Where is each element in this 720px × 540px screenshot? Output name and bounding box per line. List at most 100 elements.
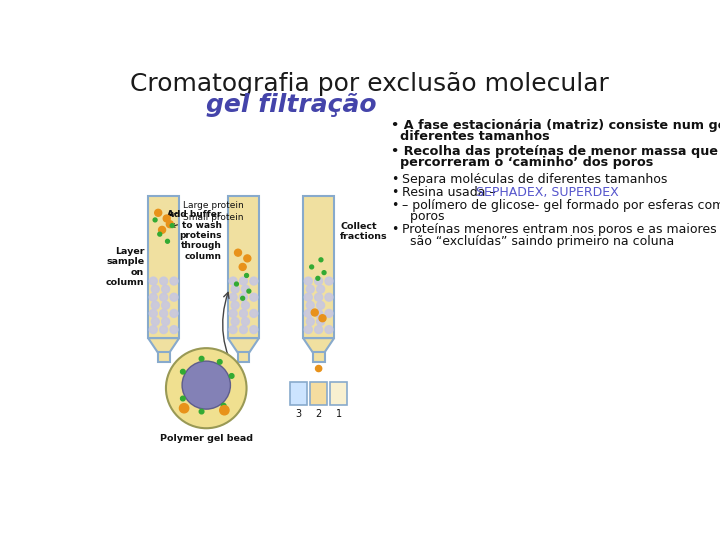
Circle shape (229, 277, 237, 285)
Circle shape (250, 277, 258, 285)
Circle shape (310, 265, 314, 269)
Circle shape (170, 293, 178, 301)
Bar (148, 195, 179, 338)
Text: Small protein: Small protein (171, 213, 243, 227)
Circle shape (149, 326, 157, 334)
Circle shape (151, 301, 159, 309)
Circle shape (250, 309, 258, 318)
Circle shape (161, 318, 170, 326)
Circle shape (315, 293, 323, 301)
Circle shape (247, 289, 251, 293)
Circle shape (170, 309, 178, 318)
Circle shape (325, 277, 333, 285)
Circle shape (149, 293, 157, 301)
Text: percorreram o ‘caminho’ dos poros: percorreram o ‘caminho’ dos poros (391, 157, 653, 170)
Circle shape (306, 301, 314, 309)
Circle shape (305, 277, 312, 285)
Circle shape (241, 285, 249, 293)
Circle shape (244, 255, 251, 262)
Polygon shape (148, 338, 179, 353)
Text: poros: poros (402, 211, 444, 224)
Circle shape (325, 309, 333, 318)
Circle shape (306, 285, 314, 293)
Text: Proteínas menores entram nos poros e as maiores: Proteínas menores entram nos poros e as … (402, 224, 716, 237)
Text: • A fase estacionária (matriz) consiste num gel com poros de: • A fase estacionária (matriz) consiste … (391, 119, 720, 132)
Circle shape (245, 274, 248, 278)
Text: •: • (391, 186, 398, 199)
Circle shape (170, 277, 178, 285)
Circle shape (229, 374, 234, 378)
Text: Large protein: Large protein (170, 201, 244, 216)
Circle shape (306, 318, 314, 326)
Circle shape (166, 348, 246, 428)
Circle shape (241, 301, 249, 309)
Circle shape (319, 315, 326, 322)
Circle shape (229, 309, 237, 318)
Circle shape (220, 406, 229, 415)
Circle shape (315, 277, 323, 285)
Text: Collect
fractions: Collect fractions (341, 221, 388, 241)
Text: SEPHADEX, SUPERDEX: SEPHADEX, SUPERDEX (476, 186, 618, 199)
Circle shape (319, 258, 323, 262)
Circle shape (160, 326, 168, 334)
Text: Separa moléculas de diferentes tamanhos: Separa moléculas de diferentes tamanhos (402, 173, 667, 186)
Circle shape (240, 309, 248, 318)
Circle shape (239, 264, 246, 271)
Text: •: • (391, 199, 398, 212)
Text: – polímero de glicose- gel formado por esferas com: – polímero de glicose- gel formado por e… (402, 199, 720, 212)
Circle shape (153, 218, 157, 222)
Circle shape (149, 277, 157, 285)
Circle shape (305, 326, 312, 334)
Circle shape (161, 285, 170, 293)
Circle shape (179, 403, 189, 413)
Circle shape (231, 285, 239, 293)
Circle shape (217, 360, 222, 364)
Polygon shape (303, 338, 334, 353)
Circle shape (240, 277, 248, 285)
Circle shape (241, 318, 249, 326)
Circle shape (235, 282, 238, 286)
Circle shape (305, 309, 312, 318)
Circle shape (166, 239, 169, 243)
Circle shape (199, 356, 204, 361)
Bar (303, 195, 334, 338)
Text: •: • (391, 173, 398, 186)
Circle shape (199, 409, 204, 414)
Circle shape (151, 285, 159, 293)
Text: diferentes tamanhos: diferentes tamanhos (391, 130, 549, 143)
Text: Resina usada –: Resina usada – (402, 186, 499, 199)
Circle shape (182, 361, 230, 409)
Circle shape (235, 249, 241, 256)
Circle shape (322, 271, 326, 274)
Text: Add buffer
to wash
proteins
through
column: Add buffer to wash proteins through colu… (167, 210, 222, 261)
Circle shape (160, 309, 168, 318)
Circle shape (240, 293, 248, 301)
Bar (290, 382, 307, 406)
Text: Layer
sample
on
column: Layer sample on column (106, 247, 144, 287)
Bar (330, 382, 347, 406)
Circle shape (151, 318, 159, 326)
Circle shape (158, 226, 166, 233)
Circle shape (231, 318, 239, 326)
Circle shape (231, 301, 239, 309)
Bar (312, 353, 325, 362)
Text: 2: 2 (315, 409, 322, 419)
Circle shape (229, 326, 237, 334)
Circle shape (166, 221, 174, 228)
Circle shape (229, 293, 237, 301)
Text: Polymer gel bead: Polymer gel bead (160, 434, 253, 443)
Circle shape (250, 326, 258, 334)
Circle shape (161, 301, 170, 309)
Circle shape (158, 232, 162, 236)
Circle shape (170, 224, 174, 227)
Circle shape (311, 309, 318, 316)
Circle shape (316, 276, 320, 280)
Circle shape (317, 318, 325, 326)
Circle shape (325, 293, 333, 301)
Bar (238, 353, 249, 362)
Text: 1: 1 (336, 409, 342, 419)
Circle shape (149, 309, 157, 318)
Circle shape (181, 396, 185, 401)
Circle shape (181, 369, 185, 374)
Circle shape (163, 215, 170, 222)
